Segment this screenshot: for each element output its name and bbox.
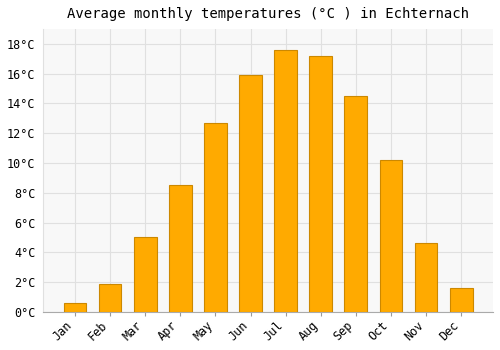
Bar [98,284,122,312]
Bar [344,96,368,312]
Title: Average monthly temperatures (°C ) in Echternach: Average monthly temperatures (°C ) in Ec… [67,7,469,21]
Bar [450,288,472,312]
Bar [204,123,227,312]
Bar [239,75,262,312]
Bar [380,160,402,312]
Bar [310,56,332,312]
Bar [414,243,438,312]
Bar [169,185,192,312]
Bar [274,50,297,312]
Bar [134,237,156,312]
Bar [64,303,86,312]
